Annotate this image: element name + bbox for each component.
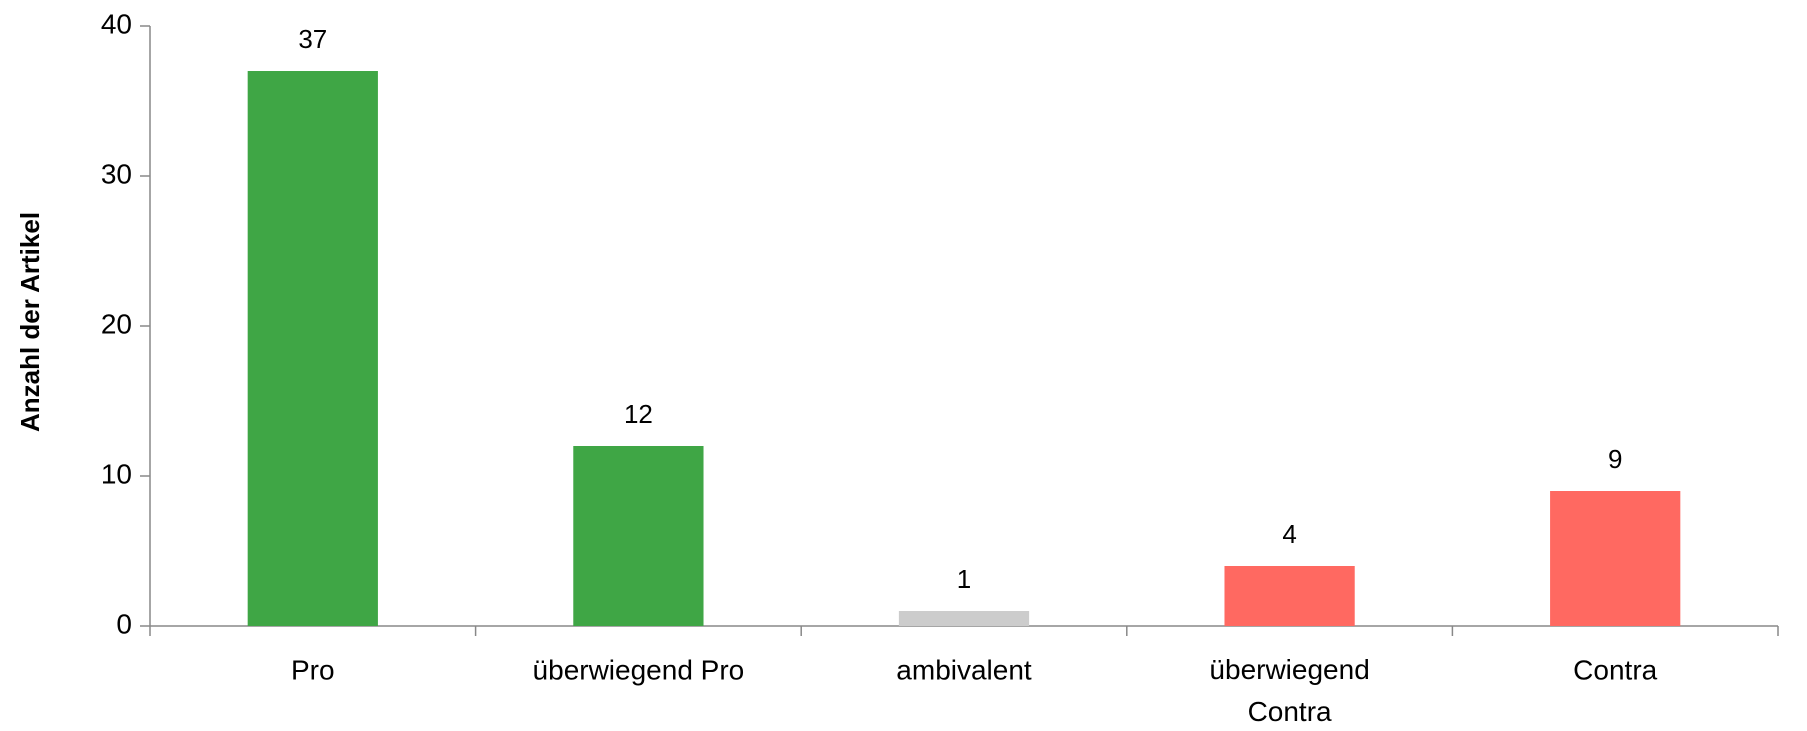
y-tick-label: 20 bbox=[101, 308, 132, 339]
data-label: 12 bbox=[624, 399, 653, 429]
x-tick-label: überwiegend Pro bbox=[533, 654, 745, 685]
data-label: 1 bbox=[957, 564, 971, 594]
y-tick-label: 10 bbox=[101, 458, 132, 489]
x-tick-label: Pro bbox=[291, 654, 335, 685]
y-tick-label: 0 bbox=[116, 608, 132, 639]
y-axis-label: Anzahl der Artikel bbox=[15, 212, 45, 432]
x-tick-label: Contra bbox=[1573, 654, 1657, 685]
bar bbox=[247, 71, 378, 626]
bar bbox=[1550, 491, 1681, 626]
bar bbox=[573, 446, 704, 626]
data-label: 4 bbox=[1282, 519, 1296, 549]
x-tick-label-line: überwiegend bbox=[1209, 654, 1369, 685]
x-tick-label: ambivalent bbox=[896, 654, 1032, 685]
data-label: 37 bbox=[298, 24, 327, 54]
y-tick-label: 40 bbox=[101, 8, 132, 39]
y-tick-label: 30 bbox=[101, 158, 132, 189]
bar bbox=[1224, 566, 1355, 626]
bar bbox=[898, 611, 1030, 626]
x-tick-label-line: Contra bbox=[1248, 696, 1332, 727]
data-label: 9 bbox=[1608, 444, 1622, 474]
x-tick-label: überwiegend Contra bbox=[1209, 654, 1369, 727]
